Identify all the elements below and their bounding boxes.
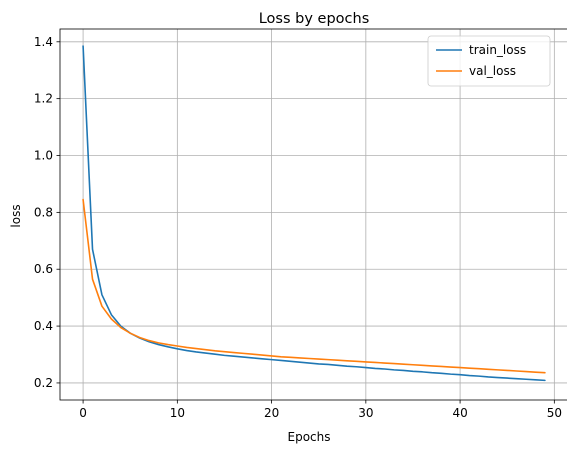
series-lines (82, 45, 546, 382)
chart-title: Loss by epochs (259, 11, 370, 27)
legend-label-train-loss: train_loss (469, 43, 526, 57)
x-tick-label: 10 (170, 406, 185, 420)
y-tick-label: 1.4 (34, 35, 53, 49)
x-axis-ticks: 0 10 20 30 40 50 (79, 400, 562, 420)
y-tick-label: 0.6 (34, 262, 53, 276)
legend-label-val-loss: val_loss (469, 64, 516, 78)
x-tick-label: 20 (264, 406, 279, 420)
x-tick-label: 30 (358, 406, 373, 420)
y-tick-label: 0.2 (34, 376, 53, 390)
y-tick-label: 1.0 (34, 149, 53, 163)
legend: train_loss val_loss (427, 35, 551, 87)
y-tick-label: 1.2 (34, 92, 53, 106)
plot-frame (59, 28, 567, 401)
train-loss-line (82, 45, 546, 382)
y-tick-label: 0.8 (34, 205, 53, 219)
x-tick-label: 50 (547, 406, 562, 420)
x-tick-label: 0 (79, 406, 87, 420)
val-loss-line (82, 198, 546, 374)
x-axis-label: Epochs (288, 430, 331, 444)
y-axis-label: loss (9, 204, 23, 227)
y-tick-label: 0.4 (34, 319, 53, 333)
x-tick-label: 40 (452, 406, 467, 420)
y-axis-ticks: 0.2 0.4 0.6 0.8 1.0 1.2 1.4 (34, 35, 60, 390)
legend-box (427, 35, 551, 87)
